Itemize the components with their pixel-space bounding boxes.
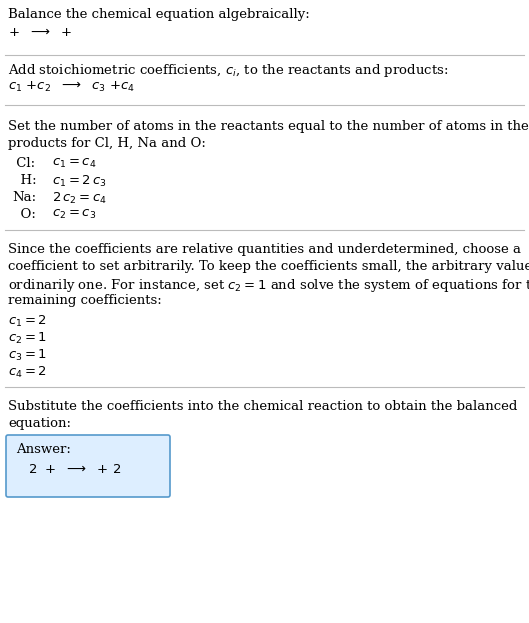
Text: ordinarily one. For instance, set $c_2 = 1$ and solve the system of equations fo: ordinarily one. For instance, set $c_2 =… [8, 277, 529, 294]
Text: Na:: Na: [12, 191, 36, 204]
Text: Set the number of atoms in the reactants equal to the number of atoms in the: Set the number of atoms in the reactants… [8, 120, 529, 133]
Text: Since the coefficients are relative quantities and underdetermined, choose a: Since the coefficients are relative quan… [8, 243, 521, 256]
Text: $c_1$ $+c_2$  $\longrightarrow$  $c_3$ $+c_4$: $c_1$ $+c_2$ $\longrightarrow$ $c_3$ $+c… [8, 80, 135, 94]
Text: $2$  $+$  $\longrightarrow$  $+$ $2$: $2$ $+$ $\longrightarrow$ $+$ $2$ [28, 463, 121, 476]
Text: $c_1 = c_4$: $c_1 = c_4$ [52, 157, 96, 170]
Text: Substitute the coefficients into the chemical reaction to obtain the balanced: Substitute the coefficients into the che… [8, 400, 517, 413]
Text: Add stoichiometric coefficients, $c_i$, to the reactants and products:: Add stoichiometric coefficients, $c_i$, … [8, 62, 449, 79]
Text: Cl:: Cl: [12, 157, 35, 170]
Text: H:: H: [12, 174, 37, 187]
Text: equation:: equation: [8, 417, 71, 430]
Text: $c_2 = 1$: $c_2 = 1$ [8, 331, 47, 346]
Text: Answer:: Answer: [16, 443, 71, 456]
Text: Balance the chemical equation algebraically:: Balance the chemical equation algebraica… [8, 8, 310, 21]
Text: $c_1 = 2\,c_3$: $c_1 = 2\,c_3$ [52, 174, 107, 189]
Text: remaining coefficients:: remaining coefficients: [8, 294, 162, 307]
Text: products for Cl, H, Na and O:: products for Cl, H, Na and O: [8, 137, 206, 150]
Text: $c_2 = c_3$: $c_2 = c_3$ [52, 208, 96, 221]
Text: $+$  $\longrightarrow$  $+$: $+$ $\longrightarrow$ $+$ [8, 26, 72, 39]
Text: O:: O: [12, 208, 36, 221]
Text: $c_4 = 2$: $c_4 = 2$ [8, 365, 47, 380]
Text: $2\,c_2 = c_4$: $2\,c_2 = c_4$ [52, 191, 107, 206]
FancyBboxPatch shape [6, 435, 170, 497]
Text: coefficient to set arbitrarily. To keep the coefficients small, the arbitrary va: coefficient to set arbitrarily. To keep … [8, 260, 529, 273]
Text: $c_1 = 2$: $c_1 = 2$ [8, 314, 47, 329]
Text: $c_3 = 1$: $c_3 = 1$ [8, 348, 47, 363]
